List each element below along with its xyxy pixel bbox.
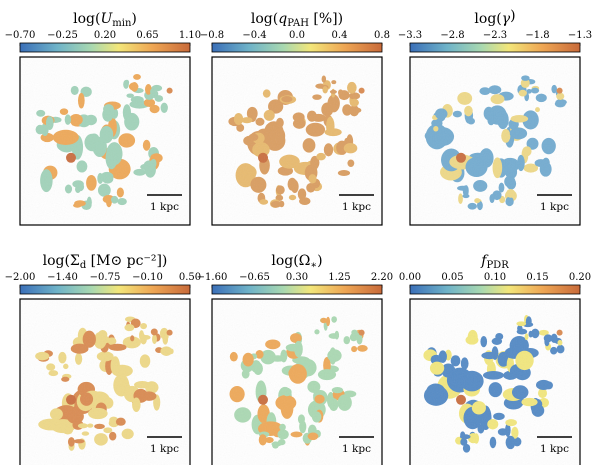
colorbar-title: log(qPAH [%]) [251,11,343,29]
colorbar [409,284,581,295]
colorbar-tick-label: 0.15 [526,272,548,283]
colorbar-tick-label: 0.8 [374,30,390,41]
colorbar-tick-label: −0.70 [5,30,36,41]
colorbar-title: fPDR [480,253,509,271]
colorbar-tick-label: −2.8 [440,30,464,41]
map-frame [19,298,191,465]
panel-omega: log(Ω∗) −1.60 −0.65 0.30 1.25 2.20 1 kpc [197,253,393,465]
scale-bar-label: 1 kpc [540,443,569,455]
panel-sigma: log(Σd [M⊙ pc⁻²]) −2.00 −1.40 −0.75 −0.10 0.5… [5,253,201,465]
colorbar [409,42,581,53]
panel-qpah: log(qPAH [%]) −0.8 −0.4 0.0 0.4 0.8 1 kpc [200,11,390,226]
colorbar-tick-label: 1.25 [328,272,350,283]
colorbar-title: log(Umin) [73,11,137,29]
colorbar-title: log(γ) [474,8,515,27]
colorbar [211,42,383,53]
colorbar [211,284,383,295]
colorbar-tick-label: 1.10 [179,30,201,41]
colorbar-tick-label: 0.00 [399,272,421,283]
scale-bar-label: 1 kpc [342,201,371,213]
map-frame [19,56,191,226]
colorbar-tick-label: −1.40 [47,272,78,283]
colorbar-tick-label: −0.65 [239,272,270,283]
colorbar-tick-label: 0.05 [441,272,463,283]
colorbar-tick-label: −2.00 [5,272,36,283]
colorbar-tick-label: 0.10 [484,272,506,283]
map-frame [211,298,383,465]
scale-bar-label: 1 kpc [150,443,179,455]
colorbar-tick-label: 0.50 [179,272,201,283]
colorbar-tick-label: −2.3 [483,30,507,41]
colorbar-tick-label: 0.0 [289,30,305,41]
colorbar-tick-label: −3.3 [398,30,422,41]
colorbar-tick-label: 2.20 [371,272,393,283]
colorbar [19,42,191,53]
colorbar-tick-label: 0.20 [569,272,591,283]
scale-bar-label: 1 kpc [150,201,179,213]
colorbar-tick-label: 0.65 [136,30,158,41]
colorbar-tick-label: 0.30 [286,272,308,283]
map-frame [409,56,581,226]
panel-gamma: log(γ) −3.3 −2.8 −2.3 −1.8 −1.3 1 kpc [398,8,592,226]
colorbar-tick-label: −1.60 [197,272,228,283]
colorbar-tick-label: −1.3 [568,30,592,41]
colorbar-tick-label: −0.8 [200,30,224,41]
map-frame [409,298,581,465]
colorbar-tick-label: −1.8 [525,30,549,41]
colorbar-tick-label: −0.10 [132,272,163,283]
scale-bar-label: 1 kpc [540,201,569,213]
map-frame [211,56,383,226]
scale-bar-label: 1 kpc [342,443,371,455]
colorbar-tick-label: −0.25 [47,30,78,41]
colorbar-title: log(Ω∗) [271,253,322,271]
colorbar [19,284,191,295]
colorbar-tick-label: 0.20 [94,30,116,41]
colorbar-tick-label: −0.4 [242,30,266,41]
colorbar-title: log(Σd [M⊙ pc⁻²]) [43,253,168,271]
colorbar-tick-label: 0.4 [332,30,348,41]
panel-umin: log(Umin) −0.70 −0.25 0.20 0.65 1.10 1 kpc [5,11,201,226]
colorbar-tick-label: −0.75 [90,272,121,283]
panel-fpdr: fPDR 0.00 0.05 0.10 0.15 0.20 1 kpc [399,253,591,465]
